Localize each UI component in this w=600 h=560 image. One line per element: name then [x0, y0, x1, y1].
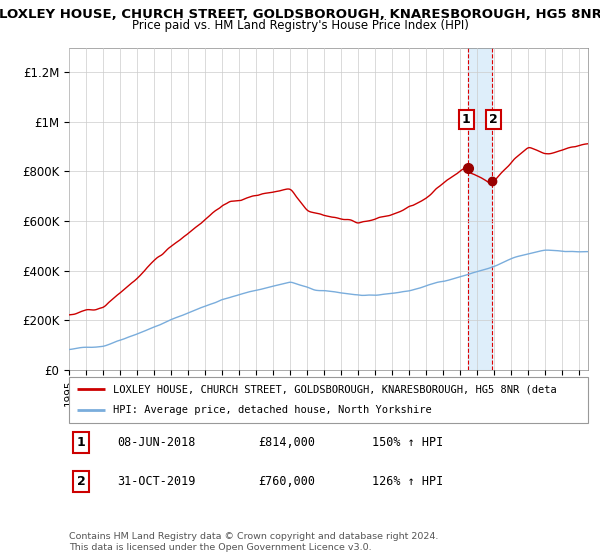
- Text: 150% ↑ HPI: 150% ↑ HPI: [372, 436, 443, 449]
- Text: 1: 1: [77, 436, 85, 449]
- Text: £760,000: £760,000: [258, 475, 315, 488]
- Text: 2: 2: [489, 113, 497, 126]
- FancyBboxPatch shape: [69, 377, 588, 423]
- Text: 126% ↑ HPI: 126% ↑ HPI: [372, 475, 443, 488]
- Text: 2: 2: [77, 475, 85, 488]
- Text: Price paid vs. HM Land Registry's House Price Index (HPI): Price paid vs. HM Land Registry's House …: [131, 19, 469, 32]
- Text: 08-JUN-2018: 08-JUN-2018: [117, 436, 196, 449]
- Text: LOXLEY HOUSE, CHURCH STREET, GOLDSBOROUGH, KNARESBOROUGH, HG5 8NR (deta: LOXLEY HOUSE, CHURCH STREET, GOLDSBOROUG…: [113, 384, 557, 394]
- Text: £814,000: £814,000: [258, 436, 315, 449]
- Text: Contains HM Land Registry data © Crown copyright and database right 2024.
This d: Contains HM Land Registry data © Crown c…: [69, 532, 439, 552]
- Bar: [468, 48, 491, 370]
- Text: HPI: Average price, detached house, North Yorkshire: HPI: Average price, detached house, Nort…: [113, 405, 432, 416]
- Text: 1: 1: [462, 113, 470, 126]
- Text: LOXLEY HOUSE, CHURCH STREET, GOLDSBOROUGH, KNARESBOROUGH, HG5 8NR: LOXLEY HOUSE, CHURCH STREET, GOLDSBOROUG…: [0, 8, 600, 21]
- Text: 31-OCT-2019: 31-OCT-2019: [117, 475, 196, 488]
